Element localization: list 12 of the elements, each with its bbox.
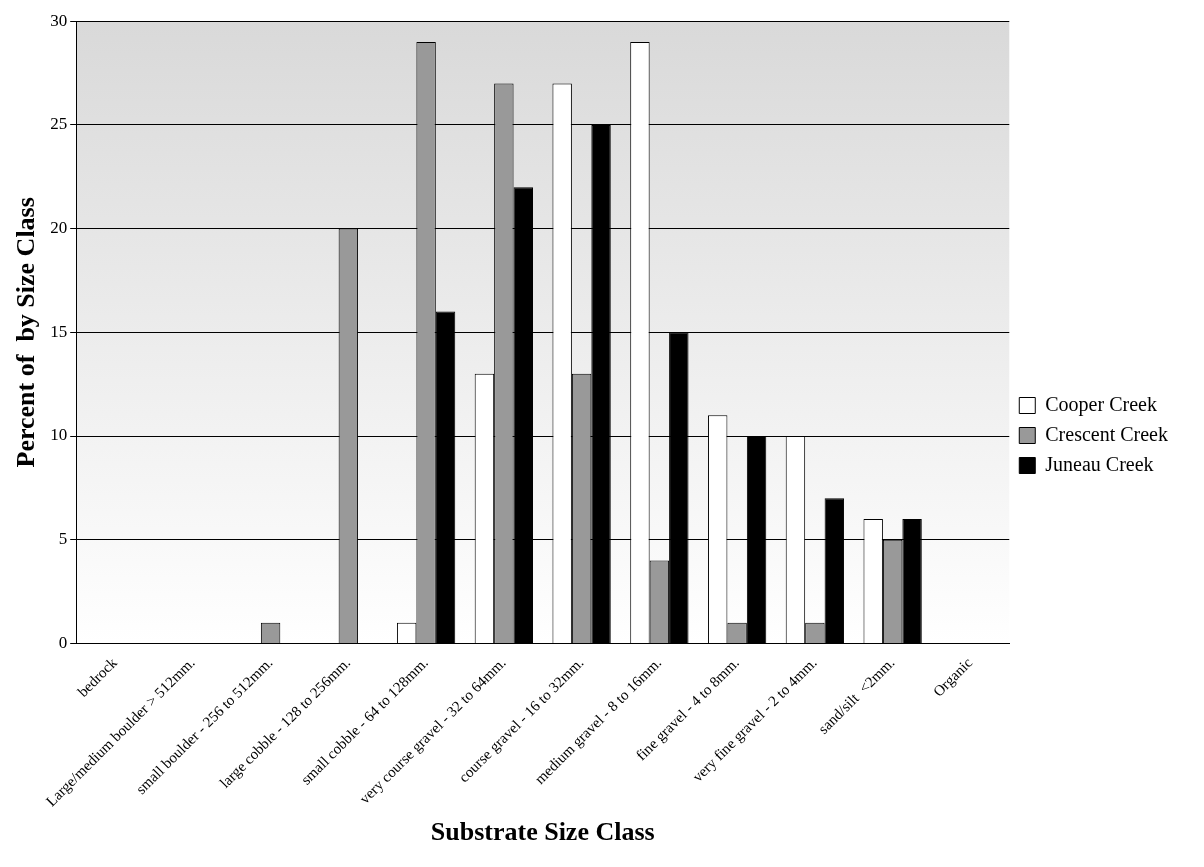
y-tick-label: 30 [50,10,68,30]
x-axis-title: Substrate Size Class [430,817,655,847]
y-tick-label: 25 [50,114,68,134]
legend-label: Crescent Creek [1045,422,1169,445]
y-tick-label: 0 [58,632,68,652]
y-tick-label: 10 [50,425,68,445]
y-tick-label: 15 [50,321,68,341]
legend-label: Juneau Creek [1045,452,1154,475]
legend-label: Cooper Creek [1045,392,1157,416]
y-axis-title: Percent of by Size Class [11,197,41,468]
y-tick-label: 5 [58,529,68,549]
y-tick-label: 20 [50,218,68,238]
